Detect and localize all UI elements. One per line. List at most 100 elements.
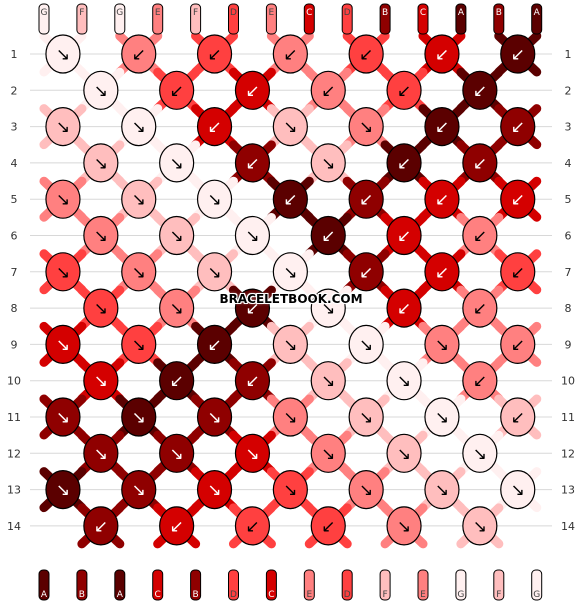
knot-ellipse — [386, 288, 422, 328]
knot-direction-arrow: ↙ — [170, 81, 184, 101]
knot: ↘ — [159, 143, 195, 183]
row-label-left: 13 — [7, 484, 21, 497]
knot-ellipse — [386, 361, 422, 401]
knot-ellipse — [462, 361, 498, 401]
knot-ellipse — [462, 143, 498, 183]
knot-direction-arrow: ↘ — [56, 45, 70, 65]
knot-ellipse — [196, 470, 233, 510]
knot-direction-arrow: ↘ — [283, 263, 297, 283]
knot-ellipse — [45, 470, 81, 510]
knot-direction-arrow: ↘ — [132, 190, 146, 210]
knot-direction-arrow: ↘ — [397, 444, 411, 464]
knot: ↙ — [272, 34, 308, 74]
knot-ellipse — [424, 324, 460, 364]
strand-end — [417, 569, 429, 601]
row-label-left: 10 — [7, 375, 21, 388]
knot: ↘ — [159, 288, 195, 328]
knot-direction-arrow: ↘ — [397, 517, 411, 537]
knot-direction-arrow: ↙ — [245, 372, 259, 392]
row-label-left: 3 — [11, 121, 18, 134]
knot: ↙ — [462, 70, 498, 110]
row-label-right: 8 — [565, 302, 572, 315]
knot-direction-arrow: ↙ — [473, 372, 487, 392]
knot-ellipse — [310, 433, 346, 473]
knot-direction-arrow: ↘ — [511, 481, 525, 501]
knot-direction-arrow: ↘ — [56, 190, 70, 210]
knot-direction-arrow: ↘ — [359, 408, 373, 428]
knot: ↙ — [83, 506, 119, 546]
knot-direction-arrow: ↙ — [511, 263, 525, 283]
knot-direction-arrow: ↘ — [321, 154, 335, 174]
knot: ↙ — [386, 215, 422, 256]
knot-direction-arrow: ↙ — [359, 263, 373, 283]
row-label-right: 2 — [565, 84, 572, 97]
knot: ↙ — [424, 179, 460, 219]
knot-direction-arrow: ↙ — [435, 45, 449, 65]
knot: ↙ — [424, 252, 460, 292]
knot-direction-arrow: ↘ — [56, 118, 70, 138]
knot-ellipse — [121, 470, 157, 510]
knot-ellipse — [196, 106, 233, 147]
knot: ↘ — [45, 106, 81, 147]
knot: ↘ — [196, 179, 233, 219]
knot-ellipse — [272, 179, 308, 219]
knot-direction-arrow: ↘ — [94, 154, 108, 174]
strand-letter: E — [306, 590, 312, 600]
knot: ↙ — [500, 324, 536, 364]
strand-end — [303, 3, 315, 35]
strand-letter: F — [496, 590, 501, 600]
knot-ellipse — [500, 252, 536, 292]
knot-direction-arrow: ↙ — [397, 81, 411, 101]
knot: ↘ — [386, 506, 422, 546]
strand-end — [228, 3, 239, 35]
knot: ↘ — [462, 506, 498, 546]
knot: ↘ — [348, 470, 384, 510]
strand-end — [417, 3, 429, 35]
knot-ellipse — [424, 470, 460, 510]
knot-ellipse — [462, 506, 498, 546]
knot: ↘ — [121, 397, 157, 437]
knot: ↙ — [462, 143, 498, 183]
knot-ellipse — [272, 397, 308, 437]
knot-direction-arrow: ↘ — [56, 335, 70, 355]
knot: ↘ — [45, 34, 81, 74]
strand-end — [531, 569, 543, 601]
knot: ↘ — [310, 361, 346, 401]
knot-ellipse — [121, 179, 157, 219]
knot: ↙ — [386, 143, 422, 183]
knot-direction-arrow: ↘ — [283, 408, 297, 428]
strand-end — [455, 569, 467, 601]
knot: ↘ — [310, 143, 346, 183]
knot-direction-arrow: ↘ — [321, 372, 335, 392]
knot-ellipse — [386, 215, 422, 256]
strand-letter: E — [155, 8, 161, 18]
strand-letter: A — [534, 8, 541, 18]
row-label-left: 9 — [11, 338, 18, 351]
knot: ↘ — [121, 106, 157, 147]
strand-letter: F — [79, 8, 84, 18]
knot-direction-arrow: ↘ — [132, 263, 146, 283]
row-label-right: 5 — [565, 193, 572, 206]
knot-grid: ↘ ↙ ↙ ↙ ↙ ↙ ↙ ↘ ↙ ↙ ↙ ↙ ↙ ↘ ↘ ↙ ↘ ↘ ↙ ↙ ↘ ↘ ↙ ↘ ↙ ↙ ↘ ↘ ↘ ↙ ↙ ↙ ↙ ↘ ↘ ↘ ↙ ↙ ↙ ↘… — [45, 34, 536, 546]
strand-end — [493, 3, 505, 35]
knot-ellipse — [348, 34, 384, 74]
row-label-right: 9 — [565, 338, 572, 351]
strand-letter: C — [155, 590, 161, 600]
knot-direction-arrow: ↘ — [435, 408, 449, 428]
knot-direction-arrow: ↘ — [170, 154, 184, 174]
strand-end — [38, 569, 50, 601]
knot-direction-arrow: ↘ — [170, 227, 184, 247]
row-label-left: 1 — [11, 48, 18, 61]
row-label-left: 4 — [11, 157, 18, 170]
knot: ↘ — [348, 397, 384, 437]
knot-direction-arrow: ↙ — [511, 408, 525, 428]
knot-ellipse — [348, 106, 384, 147]
knot-ellipse — [500, 470, 536, 510]
knot-direction-arrow: ↘ — [321, 444, 335, 464]
knot-direction-arrow: ↙ — [473, 227, 487, 247]
knot-direction-arrow: ↙ — [511, 190, 525, 210]
knot-direction-arrow: ↘ — [283, 481, 297, 501]
strand-letter: A — [41, 590, 48, 600]
watermark-text: BRACELETBOOK.COM — [219, 292, 363, 306]
strand-end — [493, 569, 505, 601]
